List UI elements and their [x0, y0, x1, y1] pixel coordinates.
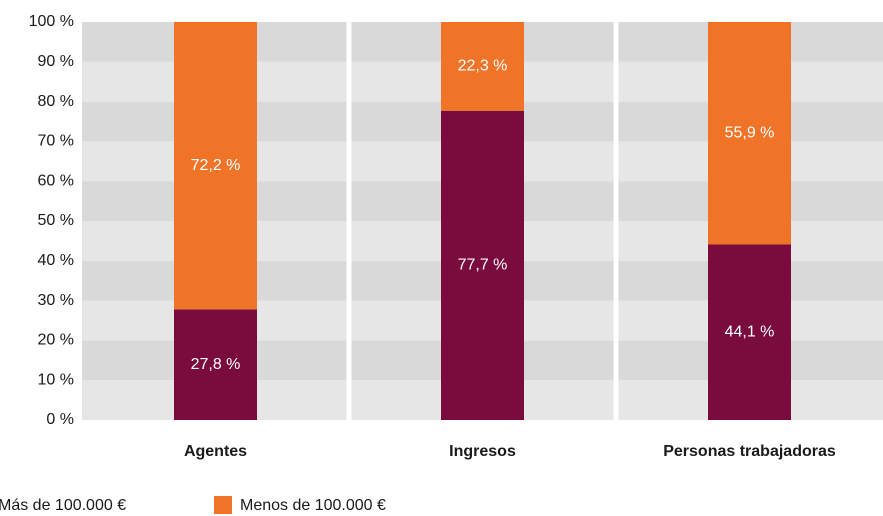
y-tick-label: 30 %	[38, 292, 74, 309]
value-label: 77,7 %	[458, 257, 508, 274]
value-label: 72,2 %	[191, 157, 241, 174]
legend-swatch	[214, 496, 232, 514]
legend-label: Más de 100.000 €	[0, 497, 126, 514]
y-tick-label: 70 %	[38, 133, 74, 150]
y-tick-label: 60 %	[38, 172, 74, 189]
bar-segment	[708, 244, 791, 420]
value-label: 27,8 %	[191, 356, 241, 373]
bar-segment	[441, 22, 524, 111]
bar-segment	[441, 110, 524, 420]
y-tick-label: 10 %	[38, 371, 74, 388]
y-tick-label: 20 %	[38, 332, 74, 349]
bar-segment	[174, 22, 257, 310]
y-tick-label: 100 %	[29, 13, 74, 30]
value-label: 22,3 %	[458, 58, 508, 75]
bar-segment	[174, 309, 257, 420]
value-label: 55,9 %	[725, 124, 775, 141]
y-tick-label: 80 %	[38, 93, 74, 110]
legend-label: Menos de 100.000 €	[240, 497, 386, 514]
x-tick-label: Agentes	[184, 443, 247, 460]
y-tick-label: 50 %	[38, 212, 74, 229]
value-label: 44,1 %	[725, 323, 775, 340]
y-tick-label: 0 %	[46, 411, 74, 428]
x-tick-label: Ingresos	[449, 443, 516, 460]
y-tick-label: 40 %	[38, 252, 74, 269]
y-tick-label: 90 %	[38, 53, 74, 70]
x-tick-label: Personas trabajadoras	[663, 443, 836, 460]
bar-segment	[708, 22, 791, 245]
